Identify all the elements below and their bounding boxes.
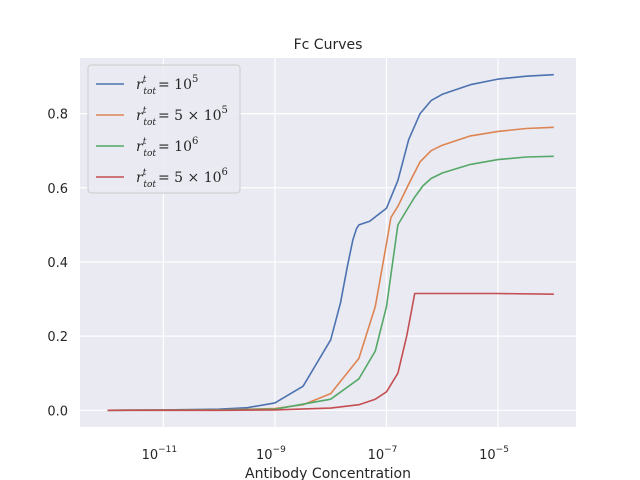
chart-title: Fc Curves: [294, 37, 363, 53]
legend-entry-1: rt tot = 105: [136, 74, 198, 97]
y-tick-label: 0.2: [47, 330, 68, 345]
x-axis-label: Antibody Concentration: [245, 466, 411, 480]
legend-box: [87, 64, 241, 194]
series-line-4: [107, 292, 554, 412]
legend: rt tot = 105 rt tot = 5 × 105 rt tot = 106 rt tot =…: [87, 64, 241, 194]
y-tick-label: 0.8: [47, 108, 68, 123]
y-tick-label: 0.0: [47, 404, 68, 419]
x-tick-label: 10−9: [256, 445, 286, 463]
legend-entry-4: rt tot = 5 × 106: [136, 167, 228, 190]
y-tick-label: 0.6: [47, 182, 68, 197]
x-tick-label: 10−11: [142, 445, 178, 463]
series-line-1: [107, 73, 554, 412]
x-tick-label: 10−7: [368, 445, 398, 463]
x-tick-labels: 10−11 10−9 10−7 10−5: [142, 445, 509, 463]
legend-entry-3: rt tot = 106: [136, 136, 198, 159]
legend-entry-2: rt tot = 5 × 105: [136, 105, 228, 128]
y-tick-label: 0.4: [47, 256, 68, 271]
x-tick-label: 10−5: [479, 445, 509, 463]
y-tick-labels: 0.0 0.2 0.4 0.6 0.8: [47, 108, 68, 420]
series-line-3: [107, 155, 554, 412]
series-lines: [107, 73, 554, 412]
